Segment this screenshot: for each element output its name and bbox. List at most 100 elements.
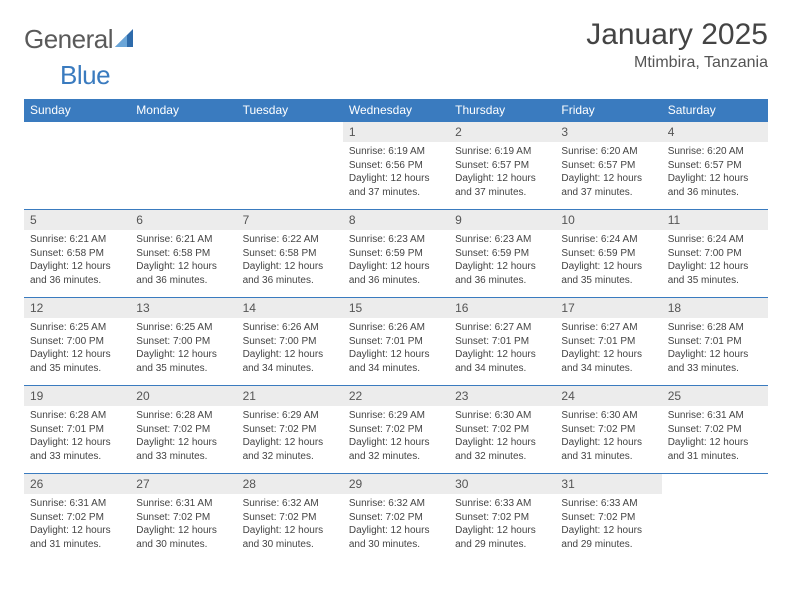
daylight-line: Daylight: 12 hours and 29 minutes. — [455, 525, 536, 550]
day-details: Sunrise: 6:31 AMSunset: 7:02 PMDaylight:… — [662, 406, 768, 467]
daylight-line: Daylight: 12 hours and 32 minutes. — [455, 437, 536, 462]
sunset-line: Sunset: 6:57 PM — [455, 160, 529, 171]
day-number: 13 — [130, 298, 236, 318]
calendar-cell: 15Sunrise: 6:26 AMSunset: 7:01 PMDayligh… — [343, 298, 449, 386]
day-number: 22 — [343, 386, 449, 406]
calendar-cell: 23Sunrise: 6:30 AMSunset: 7:02 PMDayligh… — [449, 386, 555, 474]
sunset-line: Sunset: 6:59 PM — [349, 248, 423, 259]
day-details: Sunrise: 6:27 AMSunset: 7:01 PMDaylight:… — [449, 318, 555, 379]
daylight-line: Daylight: 12 hours and 32 minutes. — [243, 437, 324, 462]
calendar-cell: 11Sunrise: 6:24 AMSunset: 7:00 PMDayligh… — [662, 210, 768, 298]
day-number: 9 — [449, 210, 555, 230]
day-number: 10 — [555, 210, 661, 230]
sunrise-line: Sunrise: 6:25 AM — [136, 322, 212, 333]
day-details: Sunrise: 6:28 AMSunset: 7:02 PMDaylight:… — [130, 406, 236, 467]
sunrise-line: Sunrise: 6:19 AM — [349, 146, 425, 157]
daylight-line: Daylight: 12 hours and 35 minutes. — [30, 349, 111, 374]
day-details: Sunrise: 6:31 AMSunset: 7:02 PMDaylight:… — [130, 494, 236, 555]
daylight-line: Daylight: 12 hours and 36 minutes. — [455, 261, 536, 286]
day-number: 14 — [237, 298, 343, 318]
sunset-line: Sunset: 7:02 PM — [561, 424, 635, 435]
calendar-cell: 24Sunrise: 6:30 AMSunset: 7:02 PMDayligh… — [555, 386, 661, 474]
weekday-header: Wednesday — [343, 99, 449, 122]
day-number: 31 — [555, 474, 661, 494]
sunset-line: Sunset: 7:01 PM — [561, 336, 635, 347]
day-number: 16 — [449, 298, 555, 318]
day-number: 7 — [237, 210, 343, 230]
daylight-line: Daylight: 12 hours and 37 minutes. — [349, 173, 430, 198]
daylight-line: Daylight: 12 hours and 33 minutes. — [30, 437, 111, 462]
sunset-line: Sunset: 6:57 PM — [561, 160, 635, 171]
day-number: 26 — [24, 474, 130, 494]
sunrise-line: Sunrise: 6:32 AM — [349, 498, 425, 509]
calendar-cell: 30Sunrise: 6:33 AMSunset: 7:02 PMDayligh… — [449, 474, 555, 562]
sunset-line: Sunset: 7:02 PM — [349, 512, 423, 523]
calendar-cell: 26Sunrise: 6:31 AMSunset: 7:02 PMDayligh… — [24, 474, 130, 562]
sunrise-line: Sunrise: 6:21 AM — [136, 234, 212, 245]
day-details: Sunrise: 6:19 AMSunset: 6:56 PMDaylight:… — [343, 142, 449, 203]
day-number: 24 — [555, 386, 661, 406]
day-number: 11 — [662, 210, 768, 230]
daylight-line: Daylight: 12 hours and 36 minutes. — [30, 261, 111, 286]
calendar-cell: 19Sunrise: 6:28 AMSunset: 7:01 PMDayligh… — [24, 386, 130, 474]
day-number: 29 — [343, 474, 449, 494]
calendar-cell: 5Sunrise: 6:21 AMSunset: 6:58 PMDaylight… — [24, 210, 130, 298]
day-number: 4 — [662, 122, 768, 142]
sunset-line: Sunset: 6:59 PM — [455, 248, 529, 259]
brand-word-2: Blue — [60, 60, 110, 90]
calendar-cell — [24, 122, 130, 210]
calendar-cell: 7Sunrise: 6:22 AMSunset: 6:58 PMDaylight… — [237, 210, 343, 298]
daylight-line: Daylight: 12 hours and 37 minutes. — [455, 173, 536, 198]
sunset-line: Sunset: 7:02 PM — [668, 424, 742, 435]
sunset-line: Sunset: 6:59 PM — [561, 248, 635, 259]
day-number: 27 — [130, 474, 236, 494]
sunset-line: Sunset: 7:01 PM — [668, 336, 742, 347]
calendar-body: 1Sunrise: 6:19 AMSunset: 6:56 PMDaylight… — [24, 122, 768, 562]
weekday-header: Thursday — [449, 99, 555, 122]
calendar-cell: 21Sunrise: 6:29 AMSunset: 7:02 PMDayligh… — [237, 386, 343, 474]
calendar-cell: 10Sunrise: 6:24 AMSunset: 6:59 PMDayligh… — [555, 210, 661, 298]
day-number: 1 — [343, 122, 449, 142]
sunset-line: Sunset: 7:00 PM — [668, 248, 742, 259]
title-block: January 2025 Mtimbira, Tanzania — [586, 18, 768, 72]
calendar-cell: 3Sunrise: 6:20 AMSunset: 6:57 PMDaylight… — [555, 122, 661, 210]
day-details: Sunrise: 6:20 AMSunset: 6:57 PMDaylight:… — [662, 142, 768, 203]
calendar-page: General January 2025 Mtimbira, Tanzania … — [0, 0, 792, 572]
day-details: Sunrise: 6:32 AMSunset: 7:02 PMDaylight:… — [237, 494, 343, 555]
weekday-header: Friday — [555, 99, 661, 122]
day-details: Sunrise: 6:19 AMSunset: 6:57 PMDaylight:… — [449, 142, 555, 203]
sunrise-line: Sunrise: 6:28 AM — [136, 410, 212, 421]
daylight-line: Daylight: 12 hours and 30 minutes. — [136, 525, 217, 550]
day-number: 19 — [24, 386, 130, 406]
day-number: 20 — [130, 386, 236, 406]
day-details: Sunrise: 6:30 AMSunset: 7:02 PMDaylight:… — [555, 406, 661, 467]
sunrise-line: Sunrise: 6:24 AM — [561, 234, 637, 245]
sunset-line: Sunset: 7:00 PM — [243, 336, 317, 347]
sunrise-line: Sunrise: 6:22 AM — [243, 234, 319, 245]
daylight-line: Daylight: 12 hours and 36 minutes. — [349, 261, 430, 286]
sunset-line: Sunset: 7:01 PM — [349, 336, 423, 347]
sunset-line: Sunset: 7:02 PM — [30, 512, 104, 523]
sunrise-line: Sunrise: 6:26 AM — [243, 322, 319, 333]
day-details: Sunrise: 6:30 AMSunset: 7:02 PMDaylight:… — [449, 406, 555, 467]
day-details: Sunrise: 6:22 AMSunset: 6:58 PMDaylight:… — [237, 230, 343, 291]
calendar-cell: 16Sunrise: 6:27 AMSunset: 7:01 PMDayligh… — [449, 298, 555, 386]
sunrise-line: Sunrise: 6:33 AM — [561, 498, 637, 509]
sunset-line: Sunset: 7:02 PM — [561, 512, 635, 523]
calendar-row: 19Sunrise: 6:28 AMSunset: 7:01 PMDayligh… — [24, 386, 768, 474]
weekday-header: Monday — [130, 99, 236, 122]
sunrise-line: Sunrise: 6:23 AM — [349, 234, 425, 245]
daylight-line: Daylight: 12 hours and 34 minutes. — [243, 349, 324, 374]
sunrise-line: Sunrise: 6:33 AM — [455, 498, 531, 509]
day-details: Sunrise: 6:26 AMSunset: 7:01 PMDaylight:… — [343, 318, 449, 379]
sunset-line: Sunset: 6:58 PM — [243, 248, 317, 259]
day-details: Sunrise: 6:31 AMSunset: 7:02 PMDaylight:… — [24, 494, 130, 555]
sunrise-line: Sunrise: 6:20 AM — [668, 146, 744, 157]
calendar-cell: 18Sunrise: 6:28 AMSunset: 7:01 PMDayligh… — [662, 298, 768, 386]
calendar-cell: 13Sunrise: 6:25 AMSunset: 7:00 PMDayligh… — [130, 298, 236, 386]
day-number: 2 — [449, 122, 555, 142]
daylight-line: Daylight: 12 hours and 30 minutes. — [243, 525, 324, 550]
day-details: Sunrise: 6:23 AMSunset: 6:59 PMDaylight:… — [449, 230, 555, 291]
daylight-line: Daylight: 12 hours and 29 minutes. — [561, 525, 642, 550]
daylight-line: Daylight: 12 hours and 34 minutes. — [455, 349, 536, 374]
